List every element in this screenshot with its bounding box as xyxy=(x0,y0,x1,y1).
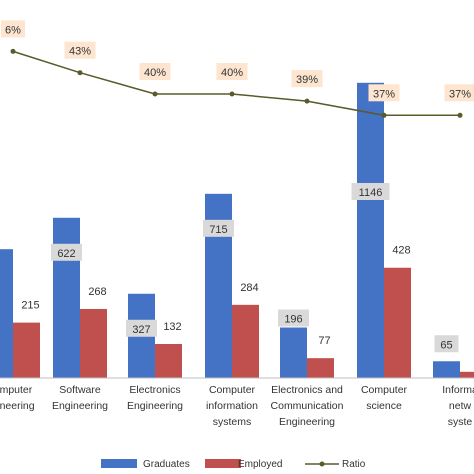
data-label-graduates: 622 xyxy=(57,248,75,260)
data-label-employed: 284 xyxy=(240,282,258,294)
data-label-employed: 268 xyxy=(88,286,106,298)
ratio-label-box xyxy=(291,70,323,88)
data-label-employed: 132 xyxy=(163,321,181,333)
x-tick-label: science xyxy=(366,400,402,412)
x-tick-label: Computer xyxy=(209,384,256,396)
x-tick-label: Computer xyxy=(361,384,408,396)
x-tick-label: Electronics xyxy=(129,384,180,396)
bars-layer xyxy=(0,82,474,378)
data-label-graduates: 1146 xyxy=(359,187,383,199)
data-label-employed: 77 xyxy=(318,335,330,347)
ratio-point xyxy=(152,91,158,97)
bar-employed xyxy=(232,304,259,378)
bar-labels-layer: 215622268327132715284196771146428652 xyxy=(21,183,459,353)
data-label-box-graduates xyxy=(351,183,390,200)
legend-swatch-graduates xyxy=(101,459,137,468)
ratio-point xyxy=(77,70,83,76)
bar-graduates xyxy=(433,361,460,378)
legend-swatch-employed xyxy=(205,459,241,468)
bar-graduates xyxy=(0,249,13,378)
bar-graduates xyxy=(357,82,384,378)
x-tick-label: Engineering xyxy=(279,416,335,428)
ratio-label-box xyxy=(368,84,400,102)
bar-employed xyxy=(384,267,411,378)
data-label-graduates: 65 xyxy=(440,339,452,351)
ratio-label-box xyxy=(216,63,248,80)
x-tick-label: information xyxy=(206,400,258,412)
data-label-graduates: 196 xyxy=(284,314,302,326)
data-label-box-graduates xyxy=(203,219,234,237)
x-tick-label: gineering xyxy=(0,400,35,412)
x-tick-labels: omputer gineering Software Engineering Elect… xyxy=(0,384,474,428)
ratio-label-box xyxy=(64,41,96,59)
ratio-label-box xyxy=(444,84,474,102)
ratio-label: 40% xyxy=(221,67,243,79)
bar-employed xyxy=(460,371,474,378)
ratio-label: 43% xyxy=(69,46,91,58)
x-tick-label: omputer xyxy=(0,384,33,396)
legend: Graduates Employed Ratio xyxy=(101,459,366,470)
ratio-point xyxy=(10,48,16,54)
x-tick-label: Engineering xyxy=(127,400,183,412)
data-label-box-graduates xyxy=(278,309,309,327)
data-label-employed: 215 xyxy=(21,300,39,312)
bar-employed xyxy=(80,308,107,378)
bar-employed xyxy=(307,358,334,378)
legend-label-ratio: Ratio xyxy=(342,459,366,470)
data-label-box-graduates xyxy=(126,319,157,337)
bar-graduates xyxy=(53,217,80,378)
x-tick-label: systems xyxy=(213,416,252,428)
ratio-point xyxy=(381,112,387,118)
x-tick-label: Software xyxy=(59,384,101,396)
ratio-point xyxy=(229,91,235,97)
legend-label-employed: Employed xyxy=(238,459,282,470)
ratio-point xyxy=(457,112,463,118)
x-tick-label: Informa xyxy=(442,384,474,396)
x-tick-label: Communication xyxy=(271,400,344,412)
ratio-line-layer: 6% 43% 40% 40% 39% 37% 37% xyxy=(1,20,474,118)
ratio-label-box xyxy=(139,63,171,80)
x-tick-label: Engineering xyxy=(52,400,108,412)
data-label-graduates: 327 xyxy=(132,324,150,336)
bar-graduates xyxy=(280,327,307,378)
ratio-label: 39% xyxy=(296,74,318,86)
ratio-label: 40% xyxy=(144,67,166,79)
x-tick-label: netw xyxy=(449,400,472,412)
ratio-label: 37% xyxy=(449,88,471,100)
legend-label-graduates: Graduates xyxy=(143,459,190,470)
ratio-point xyxy=(304,98,310,104)
data-label-box-graduates xyxy=(434,335,459,353)
ratio-label-box xyxy=(1,20,25,38)
data-label-box-graduates xyxy=(51,243,82,261)
data-label-graduates: 715 xyxy=(209,224,227,236)
x-tick-label: syste xyxy=(448,416,473,428)
data-label-employed: 428 xyxy=(392,245,410,257)
ratio-line xyxy=(12,50,460,117)
legend-marker-ratio xyxy=(319,461,325,467)
ratio-label: 37% xyxy=(373,88,395,100)
ratio-label: 6% xyxy=(5,24,21,36)
bar-employed xyxy=(155,343,182,378)
bar-employed xyxy=(13,322,40,378)
x-tick-label: Electronics and xyxy=(271,384,343,396)
